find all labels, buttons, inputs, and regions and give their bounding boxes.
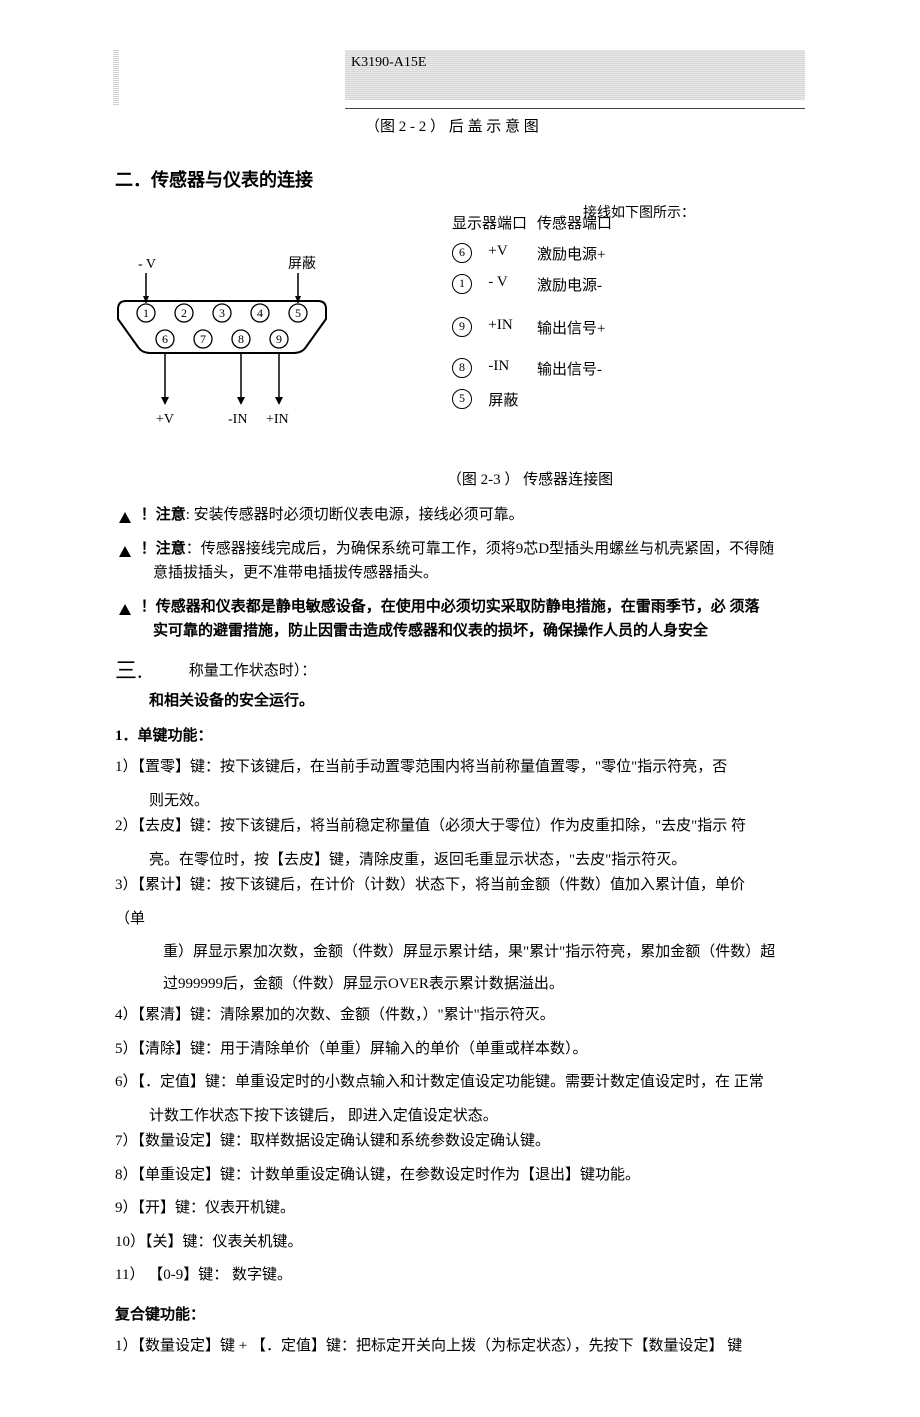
pin-6-sym: +V — [488, 239, 535, 268]
connector-diagram: - V 屏蔽 1 2 3 4 5 6 7 8 9 — [110, 255, 360, 445]
svg-text:8: 8 — [238, 332, 244, 346]
pin-8: 8 — [452, 358, 472, 378]
col2-header: 传感器端口 — [537, 212, 620, 237]
pin-6: 6 — [452, 243, 472, 263]
svg-text:+IN: +IN — [266, 412, 289, 427]
header-label: K3190-A15E — [351, 55, 426, 70]
section-2-title: 二．传感器与仪表的连接 — [115, 166, 805, 192]
svg-text:+V: +V — [156, 412, 174, 427]
triangle-icon — [119, 604, 131, 615]
combo-header: 复合键功能： — [115, 1303, 805, 1324]
svg-text:6: 6 — [162, 332, 168, 346]
list-item: 11） 【0-9】键： 数字键。 — [115, 1263, 805, 1289]
col1-header: 显示器端口 — [452, 212, 535, 237]
list-item-cont: 过999999后，金额（件数）屏显示OVER表示累计数据溢出。 — [115, 972, 805, 998]
list-item-cont: 计数工作状态下按下该键后， 即进入定值设定状态。 — [115, 1104, 805, 1130]
section-3-mid: 称量工作状态时）： — [189, 659, 317, 680]
section-3-num: 三. — [115, 653, 185, 685]
list-item: 9）【开】键：仪表开机键。 — [115, 1196, 805, 1222]
list-item: 7）【数量设定】键：取样数据设定确认键和系统参数设定确认键。 — [115, 1129, 805, 1155]
svg-text:2: 2 — [181, 306, 187, 320]
pin-1: 1 — [452, 274, 472, 294]
svg-text:-IN: -IN — [228, 412, 247, 427]
list-item-cont: 则无效。 — [115, 789, 805, 815]
pin-5: 5 — [452, 389, 472, 409]
label-neg-v: - V — [138, 257, 156, 272]
warn3: ！传感器和仪表都是静电敏感设备，在使用中必须切实采取防静电措施，在雷雨季节，必 … — [115, 595, 805, 643]
combo-item-1: 1）【数量设定】键 + 【．定值】键：把标定开关向上拨（为标定状态），先按下【数… — [115, 1334, 805, 1360]
svg-text:9: 9 — [276, 332, 282, 346]
pin-8-sym: -IN — [488, 354, 535, 383]
header-bar: K3190-A15E — [345, 50, 805, 100]
svg-text:7: 7 — [200, 332, 206, 346]
warn2: ！注意：传感器接线完成后，为确保系统可靠工作，须将9芯D型插头用螺丝与机壳紧固，… — [115, 537, 805, 585]
pin-9-desc: 输出信号+ — [537, 313, 620, 342]
list-item: 5）【清除】键：用于清除单价（单重）屏输入的单价（单重或样本数）。 — [115, 1037, 805, 1063]
section-3-line2: 和相关设备的安全运行。 — [149, 689, 805, 710]
svg-text:1: 1 — [143, 306, 149, 320]
label-shield: 屏蔽 — [288, 256, 316, 272]
pin-6-desc: 激励电源+ — [537, 239, 620, 268]
list-item-cont: 重）屏显示累加次数，金额（件数）屏显示累计结，果"累计"指示符亮，累加金额（件数… — [115, 940, 805, 966]
pin-9: 9 — [452, 317, 472, 337]
caption-2-3: （图 2-3 ） 传感器连接图 — [255, 468, 805, 489]
list-item: 1）【置零】键：按下该键后，在当前手动置零范围内将当前称量值置零，"零位"指示符… — [115, 755, 805, 781]
list-item: 3）【累计】键：按下该键后，在计价（计数）状态下，将当前金额（件数）值加入累计值… — [115, 873, 805, 899]
svg-text:4: 4 — [257, 306, 263, 320]
list-item: 8）【单重设定】键：计数单重设定确认键，在参数设定时作为【退出】键功能。 — [115, 1163, 805, 1189]
pin-5-sym: 屏蔽 — [488, 385, 535, 414]
list-item: 6）【．定值】键：单重设定时的小数点输入和计数定值设定功能键。需要计数定值设定时… — [115, 1070, 805, 1096]
pin-1-sym: - V — [488, 270, 535, 299]
pin-8-desc: 输出信号- — [537, 354, 620, 383]
pin-9-sym: +IN — [488, 313, 535, 342]
list-item: 4）【累清】键：清除累加的次数、金额（件数，）"累计"指示符灭。 — [115, 1003, 805, 1029]
list-item: 2）【去皮】键：按下该键后，将当前稳定称量值（必须大于零位）作为皮重扣除，"去皮… — [115, 814, 805, 840]
caption-2-2: （图 2 - 2 ） 后 盖 示 意 图 — [365, 117, 545, 138]
warn1: ！注意: 安装传感器时必须切断仪表电源，接线必须可靠。 — [115, 503, 805, 527]
svg-text:5: 5 — [295, 306, 301, 320]
triangle-icon — [119, 546, 131, 557]
list-item-cont: 亮。在零位时，按【去皮】键，清除皮重，返回毛重显示状态，"去皮"指示符灭。 — [115, 848, 805, 874]
triangle-icon — [119, 512, 131, 523]
svg-text:3: 3 — [219, 306, 225, 320]
list-item: 10）【关】键：仪表关机键。 — [115, 1230, 805, 1256]
pin-1-desc: 激励电源- — [537, 270, 620, 299]
single-key-header: 1．单键功能： — [115, 724, 805, 745]
list-item-pre: （单 — [115, 907, 805, 933]
